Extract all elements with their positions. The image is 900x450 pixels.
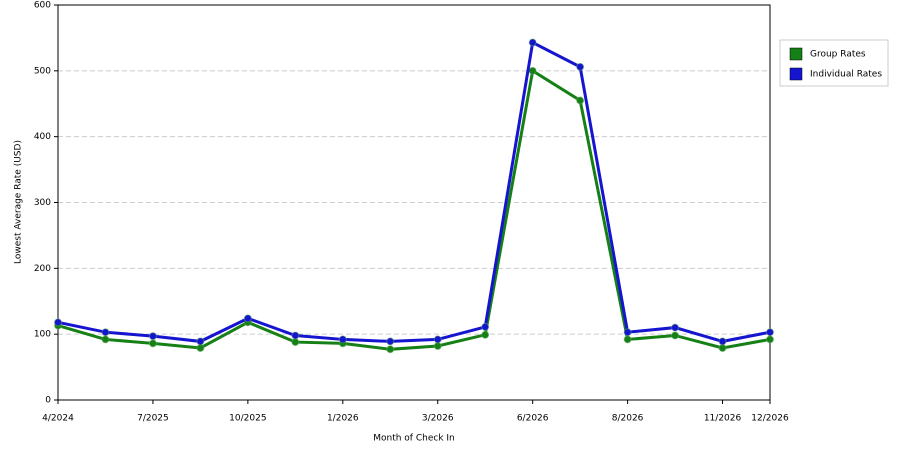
data-point	[766, 335, 774, 344]
x-tick-label: 7/2025	[137, 414, 169, 424]
legend-label: Group Rates	[810, 50, 866, 60]
x-tick-label: 8/2026	[612, 414, 644, 424]
data-point	[671, 323, 680, 332]
y-axis-title: Lowest Average Rate (USD)	[14, 140, 24, 264]
x-tick-label: 6/2026	[517, 414, 549, 424]
legend-swatch	[789, 67, 803, 81]
y-tick-label: 300	[34, 198, 51, 208]
x-tick-label: 3/2026	[422, 414, 454, 424]
y-tick-label: 100	[34, 330, 51, 340]
data-point	[576, 96, 585, 105]
data-point	[148, 332, 157, 341]
data-point	[718, 343, 727, 352]
data-point	[528, 66, 537, 75]
data-point	[718, 337, 727, 346]
y-tick-label: 400	[34, 132, 51, 142]
legend-label: Individual Rates	[810, 70, 882, 80]
data-point	[433, 342, 442, 351]
data-point	[623, 335, 632, 344]
data-point	[386, 345, 395, 354]
x-tick-label: 12/2026	[751, 414, 789, 424]
data-point	[196, 337, 205, 346]
plot-frame	[57, 4, 771, 401]
data-point	[101, 335, 110, 344]
x-tick-label: 11/2026	[704, 414, 742, 424]
data-point	[481, 322, 490, 331]
data-point	[671, 331, 680, 340]
x-tick-label: 10/2025	[229, 414, 266, 424]
y-tick-label: 600	[34, 1, 51, 11]
series-line	[57, 68, 771, 351]
data-point	[291, 338, 300, 347]
data-point	[196, 343, 205, 352]
x-tick-label: 4/2024	[42, 414, 74, 424]
y-tick-label: 200	[34, 264, 51, 274]
data-point	[54, 318, 62, 327]
data-point	[291, 331, 300, 340]
data-point	[433, 335, 442, 344]
x-tick-label: 1/2026	[327, 414, 359, 424]
series-line	[57, 40, 771, 343]
data-point	[766, 328, 774, 337]
data-point	[481, 330, 490, 339]
y-tick-label: 500	[34, 66, 51, 76]
legend-swatch	[789, 47, 803, 61]
y-tick-label: 0	[45, 396, 51, 406]
data-point	[148, 339, 157, 348]
data-point	[243, 314, 252, 323]
data-point	[101, 328, 110, 337]
data-point	[528, 38, 537, 47]
x-axis-title: Month of Check In	[373, 434, 455, 444]
data-point	[623, 328, 632, 337]
data-point	[576, 62, 585, 71]
data-point	[386, 337, 395, 346]
data-point	[338, 335, 347, 344]
